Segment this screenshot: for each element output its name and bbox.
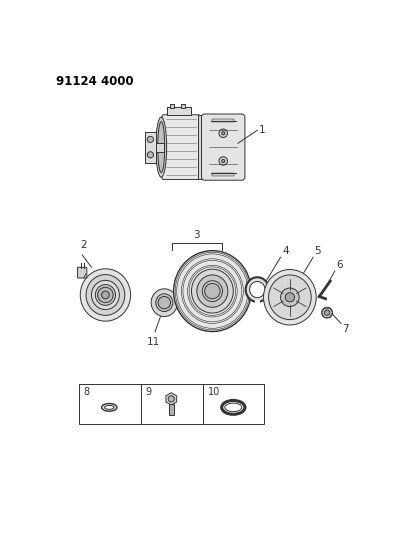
Circle shape (281, 288, 299, 306)
Circle shape (285, 293, 295, 302)
Ellipse shape (105, 406, 114, 409)
Text: 91124 4000: 91124 4000 (56, 75, 133, 88)
Ellipse shape (197, 275, 228, 308)
Text: 8: 8 (84, 387, 90, 398)
Circle shape (147, 152, 154, 158)
Ellipse shape (151, 289, 177, 317)
Ellipse shape (156, 294, 173, 311)
Text: 10: 10 (208, 387, 220, 398)
Ellipse shape (268, 275, 311, 320)
Text: 6: 6 (336, 260, 343, 270)
Ellipse shape (202, 281, 222, 302)
Bar (145, 132, 156, 163)
Bar (169, 405, 174, 415)
Bar (170, 104, 174, 108)
Bar (198, 115, 204, 180)
Ellipse shape (95, 285, 116, 305)
Text: 5: 5 (315, 246, 321, 256)
Ellipse shape (156, 117, 167, 177)
Circle shape (324, 310, 330, 316)
Text: 1: 1 (259, 125, 266, 135)
FancyBboxPatch shape (162, 115, 200, 180)
Ellipse shape (173, 251, 251, 332)
Bar (79, 384, 264, 424)
Bar (212, 173, 234, 175)
Bar (154, 142, 164, 152)
Bar (181, 104, 185, 108)
Circle shape (168, 396, 174, 402)
FancyBboxPatch shape (202, 114, 245, 180)
Ellipse shape (80, 269, 131, 321)
Circle shape (204, 284, 220, 299)
Ellipse shape (102, 403, 117, 411)
Circle shape (222, 132, 225, 135)
Bar (255, 301, 260, 305)
Ellipse shape (158, 122, 165, 173)
Circle shape (98, 287, 113, 303)
Bar (168, 107, 191, 115)
Ellipse shape (86, 274, 125, 316)
FancyBboxPatch shape (77, 267, 87, 278)
Circle shape (219, 157, 227, 165)
Ellipse shape (246, 277, 269, 302)
Circle shape (219, 129, 227, 138)
Text: 11: 11 (147, 336, 160, 346)
Bar (212, 119, 234, 122)
Text: 9: 9 (146, 387, 152, 398)
Ellipse shape (225, 403, 242, 411)
Circle shape (102, 291, 109, 299)
Text: 2: 2 (81, 240, 87, 251)
Ellipse shape (250, 281, 265, 297)
Text: 7: 7 (343, 324, 349, 334)
Ellipse shape (91, 280, 119, 310)
Circle shape (147, 136, 154, 142)
Ellipse shape (191, 269, 233, 313)
Circle shape (222, 159, 225, 163)
Polygon shape (166, 393, 177, 405)
Text: 4: 4 (282, 246, 289, 256)
Text: 3: 3 (194, 230, 200, 240)
Ellipse shape (264, 270, 316, 325)
Circle shape (158, 296, 171, 309)
Circle shape (322, 308, 333, 318)
